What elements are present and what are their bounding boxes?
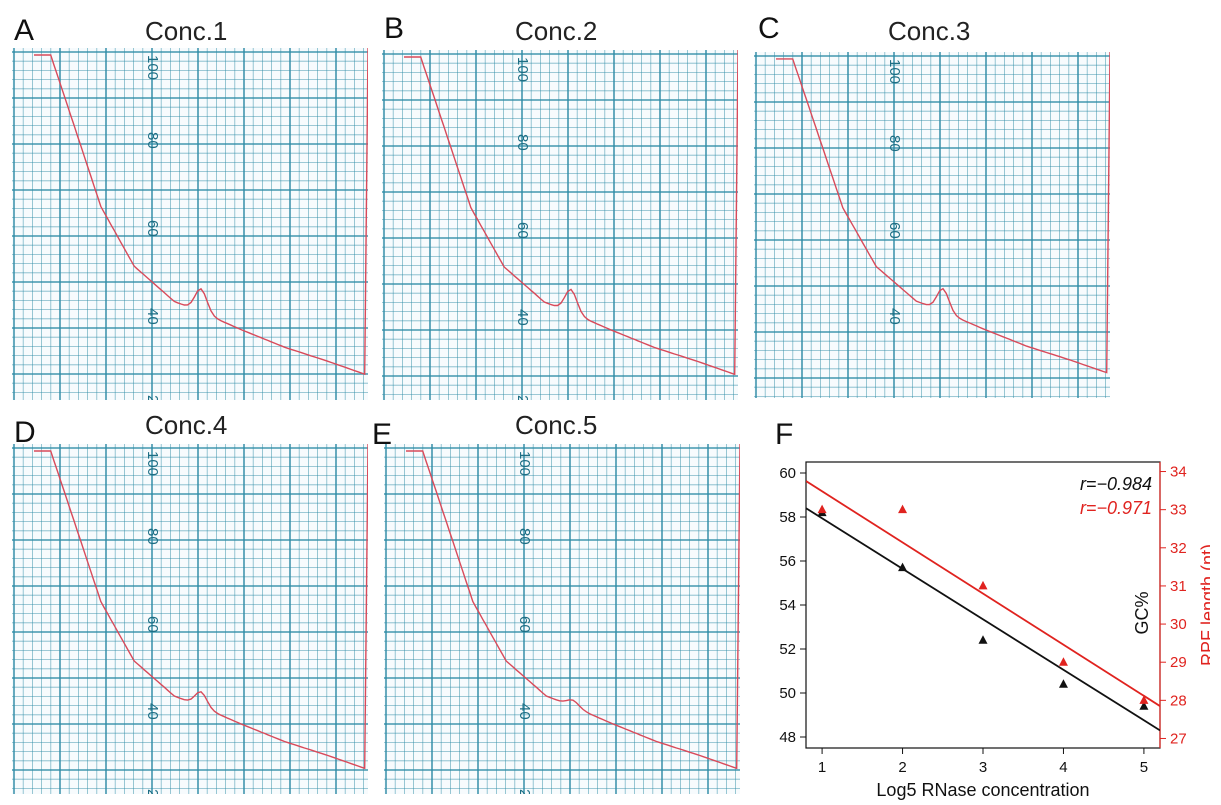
panel-letter-a: A (14, 14, 35, 47)
gc-point (898, 562, 908, 572)
y2-tick-label: 33 (1170, 502, 1187, 519)
y-tick-label: 48 (779, 729, 796, 746)
grid-tick-label: 60 (144, 615, 162, 633)
grid-tick-label: 100 (514, 57, 532, 83)
grid-tick-label: 80 (886, 135, 904, 152)
chart-trace-b: 100 80 60 40 2 (382, 50, 738, 400)
gc-fit-line (806, 507, 1160, 732)
gc-rpf-scatter-chart: 1 2 3 4 5485052545658602728293031323334Log5 … (779, 461, 1210, 800)
chart-trace-d: 100 80 60 40 2 (12, 444, 368, 794)
y2-tick-label: 34 (1170, 464, 1187, 481)
gc-correlation-label: r=−0.984 (1080, 474, 1152, 494)
grid-tick-label: 60 (514, 221, 532, 239)
panel-title-b: Conc.2 (515, 16, 598, 46)
grid-tick-label: 100 (516, 451, 534, 477)
grid-tick-label: 60 (516, 615, 534, 633)
rpf-correlation-label: r=−0.971 (1080, 498, 1152, 518)
grid-tick-label: 80 (144, 528, 162, 545)
x-tick-label: 2 (898, 759, 906, 776)
panel-letter-b: B (384, 12, 405, 45)
panel-letter-d: D (14, 416, 36, 449)
grid-tick-label: 2 (144, 394, 162, 400)
rpf-fit-line (806, 480, 1160, 707)
chart-trace-c: 100 80 60 40 (754, 52, 1110, 398)
grid-tick-label: 80 (144, 132, 162, 150)
rpf-point (1139, 695, 1149, 704)
absorbance-trace (34, 444, 368, 770)
grid-tick-label: 40 (144, 308, 162, 326)
rpf-point (1058, 657, 1068, 666)
grid-tick-label: 100 (144, 451, 162, 477)
absorbance-trace (34, 48, 368, 376)
panel-letter-e: E (372, 418, 393, 451)
y-tick-label: 58 (779, 509, 796, 526)
x-axis-label: Log5 RNase concentration (876, 780, 1089, 800)
grid-tick-label: 40 (144, 703, 162, 720)
grid-tick-label: 2 (514, 394, 532, 400)
grid-tick-label: 40 (516, 703, 534, 720)
x-tick-label: 5 (1140, 759, 1148, 776)
gc-point (978, 635, 988, 644)
absorbance-trace (776, 52, 1110, 374)
grid-tick-label: 100 (886, 58, 904, 84)
panel-letter-f: F (775, 418, 794, 451)
rpf-point (898, 504, 908, 514)
chart-trace-a: 100 80 60 40 2 (12, 48, 368, 400)
y-tick-label: 56 (779, 553, 796, 570)
grid-tick-label: 2 (144, 788, 162, 794)
y2-tick-label: 32 (1170, 540, 1187, 557)
y-tick-label: 54 (779, 597, 796, 614)
rpf-point (978, 580, 988, 590)
gc-point (1058, 679, 1068, 688)
grid-tick-label: 80 (514, 134, 532, 151)
y2-tick-label: 30 (1170, 616, 1187, 633)
y-tick-label: 50 (779, 685, 796, 702)
chart-trace-e: 100 80 60 40 2 (384, 444, 740, 794)
y2-tick-label: 27 (1170, 730, 1187, 747)
panel-title-a: Conc.1 (145, 16, 228, 46)
panel-title-e: Conc.5 (515, 410, 598, 440)
absorbance-trace (406, 444, 740, 770)
y2-tick-label: 31 (1170, 578, 1187, 595)
grid-tick-label: 40 (886, 308, 904, 325)
grid-tick-label: 60 (886, 221, 904, 239)
y-axis-label: GC% (1132, 591, 1152, 634)
y2-tick-label: 28 (1170, 692, 1187, 709)
rpf-point (817, 504, 827, 514)
x-tick-label: 4 (1059, 759, 1067, 776)
gc-point (1139, 701, 1149, 710)
grid-tick-label: 2 (516, 788, 534, 794)
grid-tick-label: 80 (516, 528, 534, 545)
grid-tick-label: 40 (514, 309, 532, 326)
absorbance-trace (404, 50, 738, 376)
grid-tick-label: 60 (144, 220, 162, 238)
x-tick-label: 3 (979, 759, 987, 776)
panel-title-d: Conc.4 (145, 410, 228, 440)
y-tick-label: 52 (779, 641, 796, 658)
panel-title-c: Conc.3 (888, 16, 971, 46)
y2-axis-label: RPF length (nt) (1198, 544, 1210, 666)
grid-tick-label: 100 (144, 55, 162, 81)
y-tick-label: 60 (779, 465, 796, 482)
x-tick-label: 1 (818, 759, 826, 776)
y2-tick-label: 29 (1170, 654, 1187, 671)
panel-letter-c: C (758, 12, 780, 45)
